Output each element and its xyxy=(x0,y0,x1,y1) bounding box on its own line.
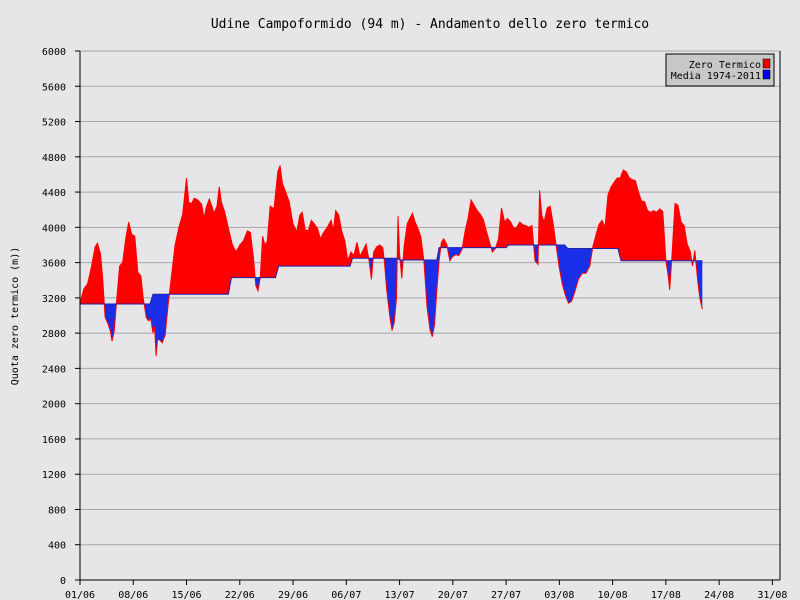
y-tick-label-5200: 5200 xyxy=(42,118,66,129)
x-tick-label-29-06: 29/06 xyxy=(278,590,308,600)
x-tick-label-24-08: 24/08 xyxy=(704,590,734,600)
y-tick-label-5600: 5600 xyxy=(42,82,66,93)
legend-label-media: Media 1974-2011 xyxy=(671,71,761,82)
y-tick-label-2800: 2800 xyxy=(42,329,66,340)
zero-termico-below-area xyxy=(80,245,703,357)
x-tick-label-17-08: 17/08 xyxy=(651,590,681,600)
y-tick-label-800: 800 xyxy=(48,505,66,516)
x-tick-label-01-06: 01/06 xyxy=(65,590,95,600)
y-tick-label-2000: 2000 xyxy=(42,400,66,411)
x-tick-labels: 01/06 08/06 15/06 22/06 29/06 06/07 13/07 20/07… xyxy=(65,580,787,600)
gridlines xyxy=(80,50,780,546)
y-tick-label-4400: 4400 xyxy=(42,188,66,199)
legend-label-zero-termico: Zero Termico xyxy=(689,60,761,71)
x-tick-label-27-07: 27/07 xyxy=(491,590,521,600)
y-tick-label-0: 0 xyxy=(60,576,66,587)
y-tick-label-4800: 4800 xyxy=(42,153,66,164)
x-tick-label-13-07: 13/07 xyxy=(385,590,415,600)
media-1974-2011-line xyxy=(80,244,703,305)
x-tick-label-31-08: 31/08 xyxy=(757,590,787,600)
y-tick-label-6000: 6000 xyxy=(42,47,66,58)
x-tick-label-03-08: 03/08 xyxy=(544,590,574,600)
y-tick-label-1200: 1200 xyxy=(42,470,66,481)
y-tick-label-400: 400 xyxy=(48,541,66,552)
x-tick-label-06-07: 06/07 xyxy=(331,590,361,600)
x-tick-label-10-08: 10/08 xyxy=(598,590,628,600)
axes xyxy=(79,51,781,581)
x-tick-label-22-06: 22/06 xyxy=(225,590,255,600)
y-axis-label: Quota zero termico (m)) xyxy=(10,247,21,385)
legend-swatch-media xyxy=(762,69,771,80)
legend: Zero Termico Media 1974-2011 xyxy=(665,53,775,87)
y-tick-label-3200: 3200 xyxy=(42,294,66,305)
chart-title: Udine Campoformido (94 m) - Andamento de… xyxy=(211,17,649,32)
y-tick-label-4000: 4000 xyxy=(42,223,66,234)
zero-termico-line xyxy=(79,165,703,357)
y-tick-label-1600: 1600 xyxy=(42,435,66,446)
x-tick-label-15-06: 15/06 xyxy=(171,590,201,600)
legend-box xyxy=(665,53,775,87)
x-tick-label-20-07: 20/07 xyxy=(438,590,468,600)
y-tick-labels: 0 400 800 1200 1600 2000 2400 2800 3200 3600 4000 4… xyxy=(42,47,80,587)
area-layer xyxy=(79,165,703,357)
y-tick-label-2400: 2400 xyxy=(42,364,66,375)
y-tick-label-3600: 3600 xyxy=(42,259,66,270)
x-tick-label-08-06: 08/06 xyxy=(118,590,148,600)
legend-swatch-zero-termico xyxy=(762,58,771,69)
